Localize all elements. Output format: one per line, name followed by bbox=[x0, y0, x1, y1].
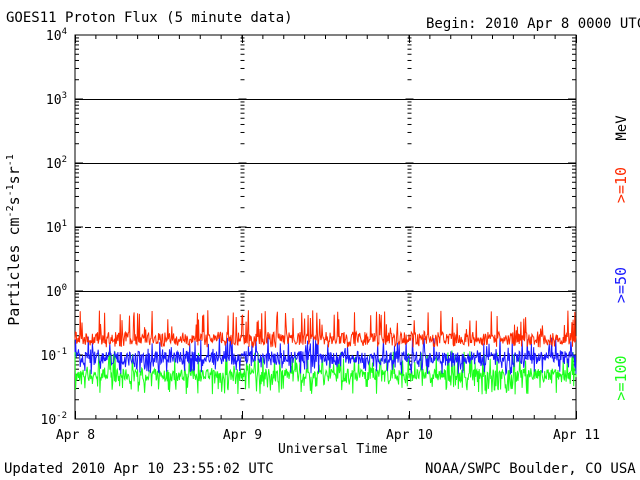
updated-timestamp: Updated 2010 Apr 10 23:55:02 UTC bbox=[4, 461, 274, 477]
y-axis-label: Particles cm-2s-1sr-1 bbox=[5, 154, 23, 326]
source-credit: NOAA/SWPC Boulder, CO USA bbox=[425, 461, 636, 477]
chart-title: GOES11 Proton Flux (5 minute data) bbox=[6, 10, 293, 26]
y-tick-label: 10-1 bbox=[41, 347, 68, 364]
y-tick-label: 101 bbox=[46, 219, 67, 236]
legend-label-0: >=10 bbox=[612, 167, 630, 203]
x-tick-label: Apr 10 bbox=[386, 428, 433, 443]
series-line-0 bbox=[74, 310, 577, 348]
x-tick-label: Apr 9 bbox=[223, 428, 262, 443]
series-line-1 bbox=[74, 335, 577, 377]
legend-label-1: >=50 bbox=[612, 267, 630, 303]
units-label: MeV bbox=[614, 115, 630, 141]
x-axis-label: Universal Time bbox=[278, 442, 388, 457]
x-tick-label: Apr 11 bbox=[553, 428, 600, 443]
series-line-2 bbox=[74, 350, 577, 395]
y-tick-label: 103 bbox=[46, 91, 67, 108]
legend-label-2: >=100 bbox=[612, 355, 630, 400]
y-tick-label: 100 bbox=[46, 283, 67, 300]
y-tick-label: 10-2 bbox=[41, 411, 68, 428]
y-tick-label: 104 bbox=[46, 27, 67, 44]
begin-time-label: Begin: 2010 Apr 8 0000 UTC bbox=[426, 16, 640, 32]
y-tick-label: 102 bbox=[46, 155, 67, 172]
x-tick-label: Apr 8 bbox=[56, 428, 95, 443]
